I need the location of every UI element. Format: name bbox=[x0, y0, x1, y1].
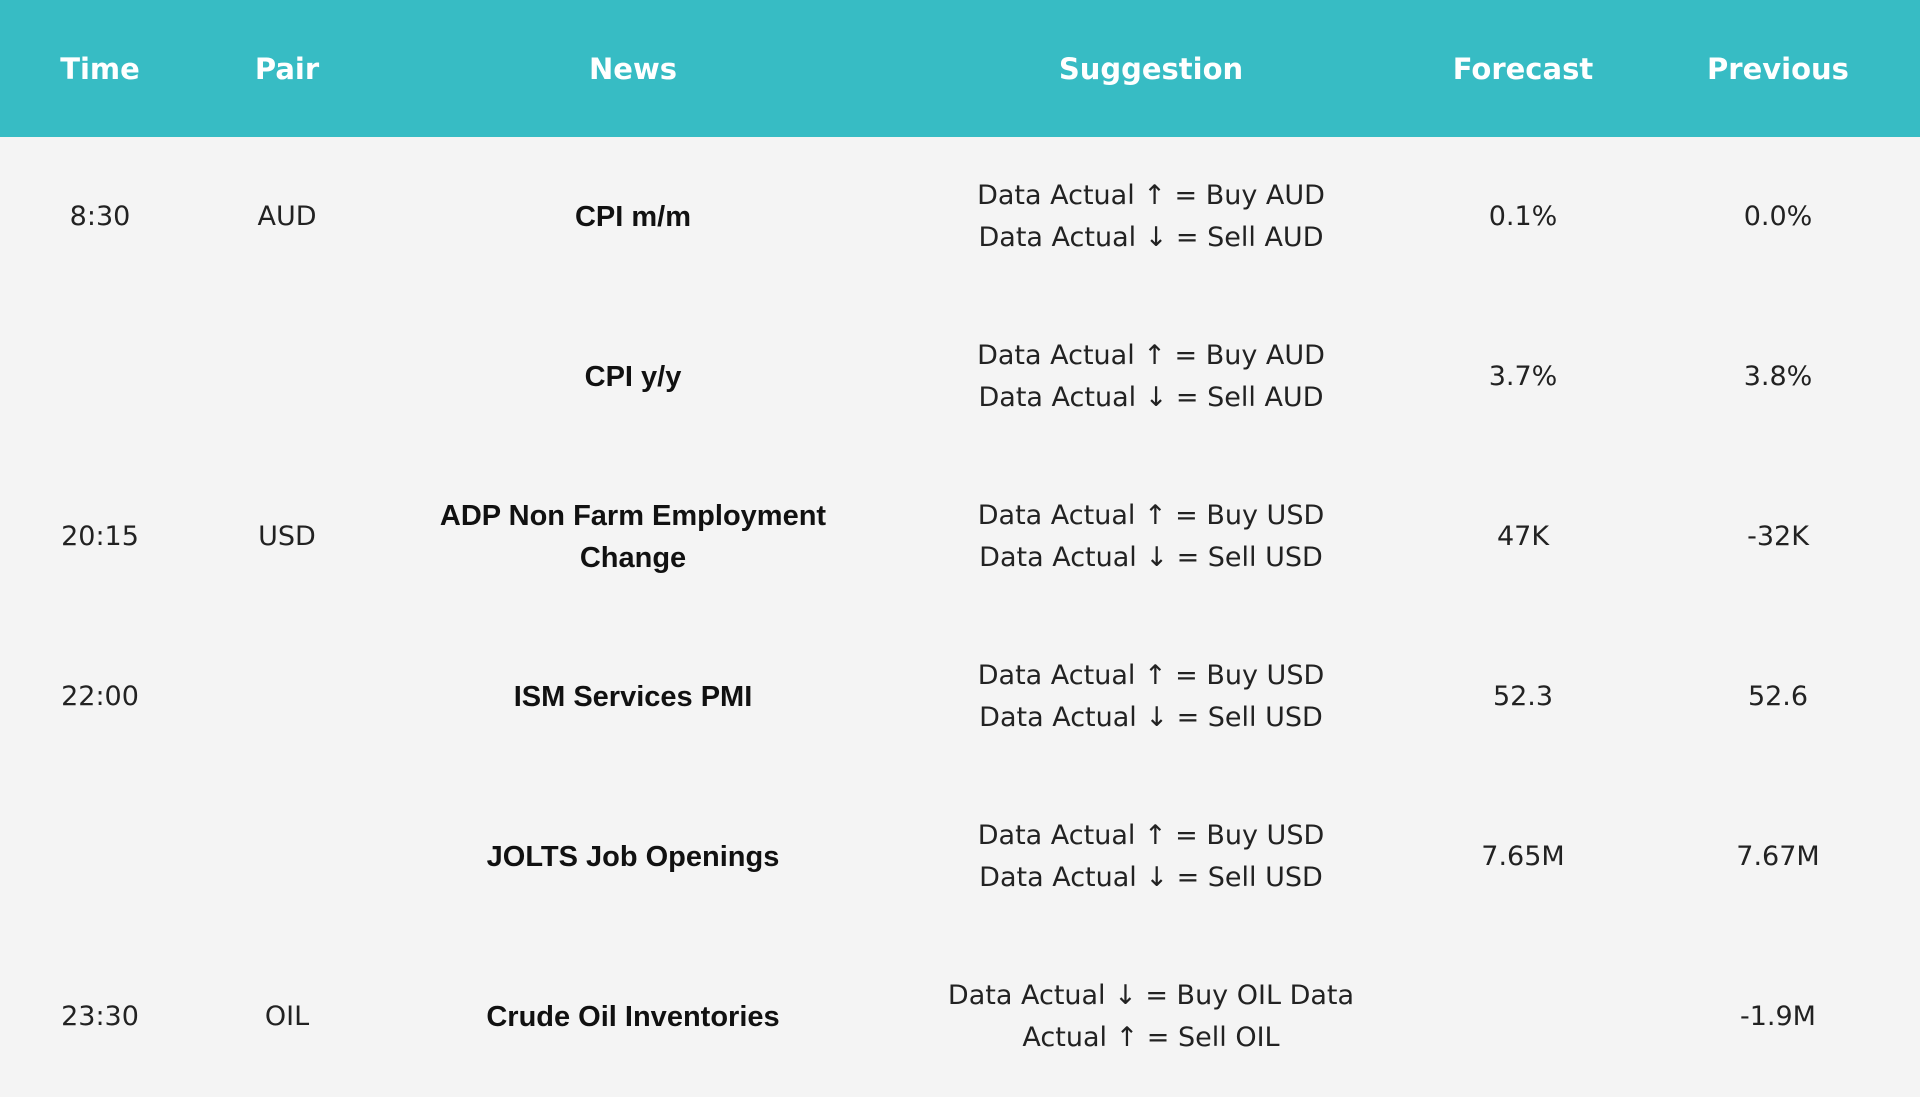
news: CPI m/m bbox=[574, 201, 692, 233]
suggestion-line: Data Actual ↑ = Buy AUD bbox=[977, 340, 1325, 371]
suggestion-line: Data Actual ↓ = Sell AUD bbox=[978, 382, 1324, 413]
forecast-cell: 3.7% bbox=[1410, 297, 1636, 457]
news: ADP Non Farm Employment Change bbox=[439, 500, 827, 574]
forecast: 52.3 bbox=[1492, 681, 1554, 712]
previous: -1.9M bbox=[1740, 1001, 1816, 1032]
table-row: 20:15 USD ADP Non Farm Employment Change Da… bbox=[0, 457, 1920, 617]
news-cell: Crude Oil Inventories bbox=[374, 937, 892, 1097]
news-cell: CPI m/m bbox=[374, 137, 892, 297]
news-cell: ADP Non Farm Employment Change bbox=[374, 457, 892, 617]
previous: -32K bbox=[1747, 521, 1809, 552]
suggestion-line: Data Actual ↓ = Sell AUD bbox=[978, 222, 1324, 253]
suggestion-line: Data Actual ↑ = Buy USD bbox=[977, 500, 1325, 531]
pair-cell: OIL bbox=[200, 937, 374, 1097]
time: 8:30 bbox=[69, 201, 131, 232]
suggestion-line: Data Actual ↑ = Buy AUD bbox=[977, 180, 1325, 211]
forecast: 0.1% bbox=[1488, 201, 1558, 232]
pair-cell: USD bbox=[200, 457, 374, 617]
forecast: 47K bbox=[1496, 521, 1550, 552]
previous-cell: 0.0% bbox=[1636, 137, 1920, 297]
previous-cell: -32K bbox=[1636, 457, 1920, 617]
forecast-cell: 0.1% bbox=[1410, 137, 1636, 297]
suggestion-cell: Data Actual ↑ = Buy USD Data Actual ↓ = S… bbox=[892, 777, 1410, 937]
forecast: 3.7% bbox=[1488, 361, 1558, 392]
suggestion-cell: Data Actual ↑ = Buy USD Data Actual ↓ = S… bbox=[892, 617, 1410, 777]
table-row: 8:30 AUD CPI m/m Data Actual ↑ = Buy AUD Dat… bbox=[0, 137, 1920, 297]
news-cell: CPI y/y bbox=[374, 297, 892, 457]
previous-cell: 52.6 bbox=[1636, 617, 1920, 777]
table-row: CPI y/y Data Actual ↑ = Buy AUD Data Actua… bbox=[0, 297, 1920, 457]
time: 20:15 bbox=[61, 521, 139, 552]
suggestion-line: Data Actual ↑ = Buy USD bbox=[977, 820, 1325, 851]
forecast: 7.65M bbox=[1481, 841, 1565, 872]
table-row: 23:30 OIL Crude Oil Inventories Data Actual… bbox=[0, 937, 1920, 1097]
suggestion-cell: Data Actual ↑ = Buy USD Data Actual ↓ = S… bbox=[892, 457, 1410, 617]
pair: USD bbox=[258, 521, 316, 552]
forecast-cell: 7.65M bbox=[1410, 777, 1636, 937]
suggestion-cell: Data Actual ↓ = Buy OIL Data Actual ↑ = … bbox=[892, 937, 1410, 1097]
forecast-cell bbox=[1410, 937, 1636, 1097]
news: CPI y/y bbox=[584, 361, 682, 393]
previous-cell: 7.67M bbox=[1636, 777, 1920, 937]
suggestion-line: Data Actual ↓ = Sell USD bbox=[979, 542, 1323, 573]
pair: AUD bbox=[257, 201, 317, 232]
time-cell bbox=[0, 777, 200, 937]
header-row: Time Pair News Suggestion Forecast Previous bbox=[0, 0, 1920, 137]
forecast-cell: 52.3 bbox=[1410, 617, 1636, 777]
pair-cell bbox=[200, 297, 374, 457]
pair: OIL bbox=[264, 1001, 310, 1032]
previous: 52.6 bbox=[1747, 681, 1809, 712]
forecast-cell: 47K bbox=[1410, 457, 1636, 617]
column-header: News bbox=[374, 0, 892, 137]
table-body: 8:30 AUD CPI m/m Data Actual ↑ = Buy AUD Dat… bbox=[0, 137, 1920, 1097]
pair-cell: AUD bbox=[200, 137, 374, 297]
pair-cell bbox=[200, 617, 374, 777]
news: JOLTS Job Openings bbox=[486, 841, 780, 873]
previous: 3.8% bbox=[1743, 361, 1813, 392]
previous: 0.0% bbox=[1743, 201, 1813, 232]
news-cell: JOLTS Job Openings bbox=[374, 777, 892, 937]
suggestion-line: Data Actual ↓ = Buy OIL Data Actual ↑ = … bbox=[947, 980, 1355, 1053]
time-cell: 20:15 bbox=[0, 457, 200, 617]
table-row: 22:00 ISM Services PMI Data Actual ↑ = Buy… bbox=[0, 617, 1920, 777]
time-cell: 8:30 bbox=[0, 137, 200, 297]
suggestion-cell: Data Actual ↑ = Buy AUD Data Actual ↓ = S… bbox=[892, 137, 1410, 297]
news: ISM Services PMI bbox=[513, 681, 753, 713]
column-header: Pair bbox=[200, 0, 374, 137]
column-header: Suggestion bbox=[892, 0, 1410, 137]
time-cell bbox=[0, 297, 200, 457]
previous-cell: -1.9M bbox=[1636, 937, 1920, 1097]
news-cell: ISM Services PMI bbox=[374, 617, 892, 777]
previous-cell: 3.8% bbox=[1636, 297, 1920, 457]
pair-cell bbox=[200, 777, 374, 937]
news: Crude Oil Inventories bbox=[486, 1001, 780, 1033]
time-cell: 22:00 bbox=[0, 617, 200, 777]
table-row: JOLTS Job Openings Data Actual ↑ = Buy US… bbox=[0, 777, 1920, 937]
previous: 7.67M bbox=[1736, 841, 1820, 872]
suggestion-line: Data Actual ↑ = Buy USD bbox=[977, 660, 1325, 691]
time-cell: 23:30 bbox=[0, 937, 200, 1097]
suggestion-cell: Data Actual ↑ = Buy AUD Data Actual ↓ = S… bbox=[892, 297, 1410, 457]
suggestion-line: Data Actual ↓ = Sell USD bbox=[979, 862, 1323, 893]
column-header: Time bbox=[0, 0, 200, 137]
column-header: Previous bbox=[1636, 0, 1920, 137]
suggestion-line: Data Actual ↓ = Sell USD bbox=[979, 702, 1323, 733]
column-header: Forecast bbox=[1410, 0, 1636, 137]
time: 22:00 bbox=[61, 681, 139, 712]
time: 23:30 bbox=[61, 1001, 139, 1032]
